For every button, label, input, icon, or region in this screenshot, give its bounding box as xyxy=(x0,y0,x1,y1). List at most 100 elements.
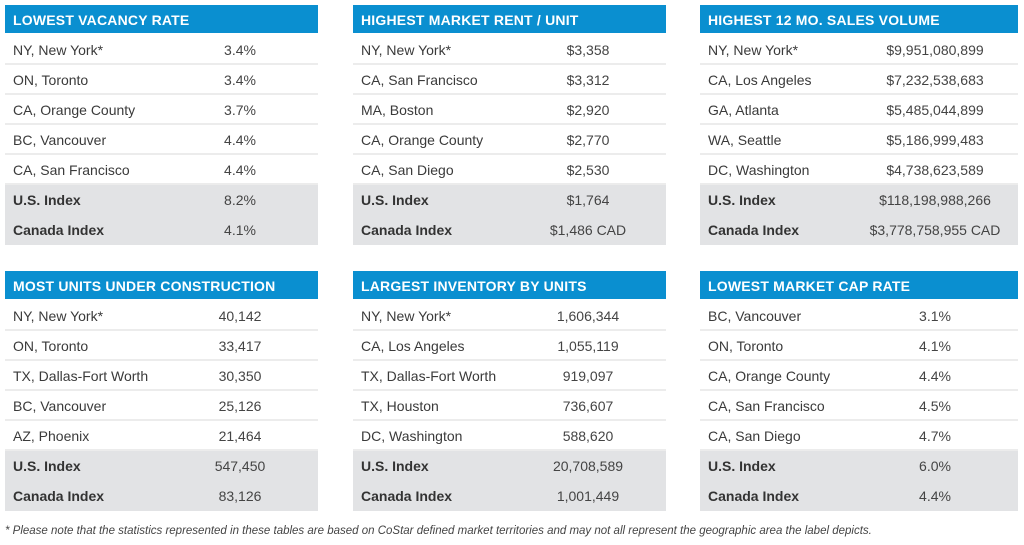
market-label: NY, New York* xyxy=(361,42,452,58)
market-value: 4.5% xyxy=(919,398,951,414)
index-value: 8.2% xyxy=(224,192,256,208)
panel-lowest-vacancy-rate: LOWEST VACANCY RATE NY, New York* 3.4% ON, … xyxy=(5,5,318,245)
index-label: Canada Index xyxy=(13,488,105,504)
panel-title: HIGHEST MARKET RENT / UNIT xyxy=(353,5,666,33)
footnote: * Please note that the statistics repres… xyxy=(5,525,872,537)
market-value: 736,607 xyxy=(562,398,614,414)
market-label: MA, Boston xyxy=(361,102,434,118)
panel-title: HIGHEST 12 MO. SALES VOLUME xyxy=(700,5,1018,33)
panel-largest-inventory: LARGEST INVENTORY BY UNITS NY, New York* 1… xyxy=(353,271,666,511)
table-row: NY, New York* 40,142 xyxy=(5,301,318,331)
index-label: U.S. Index xyxy=(361,458,429,474)
table-row: NY, New York* $3,358 xyxy=(353,35,666,65)
index-label: Canada Index xyxy=(361,222,453,238)
index-value: 4.4% xyxy=(919,488,951,504)
market-label: NY, New York* xyxy=(13,308,104,324)
table-row: CA, San Francisco 4.5% xyxy=(700,391,1018,421)
market-label: BC, Vancouver xyxy=(13,398,107,414)
market-label: ON, Toronto xyxy=(13,72,89,88)
market-value: 4.4% xyxy=(224,132,256,148)
panel-highest-sales-volume: HIGHEST 12 MO. SALES VOLUME NY, New York*… xyxy=(700,5,1018,245)
table-row: ON, Toronto 3.4% xyxy=(5,65,318,95)
table-row: CA, San Francisco $3,312 xyxy=(353,65,666,95)
index-value: 547,450 xyxy=(214,458,266,474)
market-label: CA, Orange County xyxy=(708,368,831,384)
market-label: AZ, Phoenix xyxy=(13,428,90,444)
market-label: GA, Atlanta xyxy=(708,102,779,118)
table-row: CA, San Francisco 4.4% xyxy=(5,155,318,185)
index-label: Canada Index xyxy=(708,222,800,238)
index-value: 1,001,449 xyxy=(556,488,620,504)
market-label: DC, Washington xyxy=(361,428,463,444)
market-label: BC, Vancouver xyxy=(13,132,107,148)
index-label: Canada Index xyxy=(13,222,105,238)
table-row: NY, New York* $9,951,080,899 xyxy=(700,35,1018,65)
market-label: ON, Toronto xyxy=(13,338,89,354)
market-value: 40,142 xyxy=(218,308,262,324)
table-row: BC, Vancouver 4.4% xyxy=(5,125,318,155)
market-label: CA, San Diego xyxy=(361,162,454,178)
market-label: TX, Houston xyxy=(361,398,439,414)
table-row: MA, Boston $2,920 xyxy=(353,95,666,125)
market-label: CA, San Diego xyxy=(708,428,801,444)
market-value: $5,186,999,483 xyxy=(886,132,984,148)
market-value: 4.4% xyxy=(224,162,256,178)
table-row: CA, Orange County 3.7% xyxy=(5,95,318,125)
market-value: 3.1% xyxy=(919,308,951,324)
index-label: Canada Index xyxy=(361,488,453,504)
market-value: 4.4% xyxy=(919,368,951,384)
table-row: BC, Vancouver 3.1% xyxy=(700,301,1018,331)
index-value: 6.0% xyxy=(919,458,951,474)
index-label: U.S. Index xyxy=(13,192,81,208)
market-label: NY, New York* xyxy=(13,42,104,58)
market-value: 25,126 xyxy=(218,398,262,414)
index-value: $118,198,988,266 xyxy=(879,192,991,208)
index-row: Canada Index 83,126 xyxy=(5,481,318,511)
index-row: U.S. Index 20,708,589 xyxy=(353,451,666,481)
panel-lowest-cap-rate: LOWEST MARKET CAP RATE BC, Vancouver 3.1% O… xyxy=(700,271,1018,511)
market-value: $3,312 xyxy=(566,72,610,88)
index-label: Canada Index xyxy=(708,488,800,504)
panel-most-units-under-construction: MOST UNITS UNDER CONSTRUCTION NY, New Yor… xyxy=(5,271,318,511)
index-value: $1,764 xyxy=(566,192,610,208)
market-label: BC, Vancouver xyxy=(708,308,802,324)
index-value: 20,708,589 xyxy=(552,458,624,474)
market-label: CA, Los Angeles xyxy=(708,72,812,88)
table-row: CA, Orange County $2,770 xyxy=(353,125,666,155)
market-label: ON, Toronto xyxy=(708,338,784,354)
index-label: U.S. Index xyxy=(708,192,776,208)
table-row: ON, Toronto 33,417 xyxy=(5,331,318,361)
table-row: TX, Dallas-Fort Worth 919,097 xyxy=(353,361,666,391)
table-row: WA, Seattle $5,186,999,483 xyxy=(700,125,1018,155)
index-row: U.S. Index 6.0% xyxy=(700,451,1018,481)
market-value: $5,485,044,899 xyxy=(886,102,984,118)
index-label: U.S. Index xyxy=(361,192,429,208)
market-value: 3.4% xyxy=(224,42,256,58)
index-row: U.S. Index 8.2% xyxy=(5,185,318,215)
market-label: CA, Orange County xyxy=(361,132,484,148)
table-row: DC, Washington 588,620 xyxy=(353,421,666,451)
panel-highest-market-rent: HIGHEST MARKET RENT / UNIT NY, New York* $… xyxy=(353,5,666,245)
market-value: $3,358 xyxy=(566,42,610,58)
table-row: CA, Los Angeles $7,232,538,683 xyxy=(700,65,1018,95)
index-row: Canada Index $1,486 CAD xyxy=(353,215,666,245)
table-row: ON, Toronto 4.1% xyxy=(700,331,1018,361)
index-row: U.S. Index $118,198,988,266 xyxy=(700,185,1018,215)
market-value: 919,097 xyxy=(562,368,614,384)
market-label: WA, Seattle xyxy=(708,132,782,148)
market-label: CA, San Francisco xyxy=(361,72,478,88)
index-value: $1,486 CAD xyxy=(549,222,627,238)
market-label: TX, Dallas-Fort Worth xyxy=(361,368,497,384)
table-row: CA, Los Angeles 1,055,119 xyxy=(353,331,666,361)
market-value: 3.4% xyxy=(224,72,256,88)
table-row: GA, Atlanta $5,485,044,899 xyxy=(700,95,1018,125)
table-row: CA, San Diego 4.7% xyxy=(700,421,1018,451)
index-row: U.S. Index $1,764 xyxy=(353,185,666,215)
table-body: NY, New York* 1,606,344 CA, Los Angeles 1,0… xyxy=(353,301,666,511)
panel-title: LOWEST MARKET CAP RATE xyxy=(700,271,1018,299)
panel-title: LARGEST INVENTORY BY UNITS xyxy=(353,271,666,299)
market-value: 4.1% xyxy=(919,338,951,354)
market-label: TX, Dallas-Fort Worth xyxy=(13,368,149,384)
table-body: BC, Vancouver 3.1% ON, Toronto 4.1% CA, Oran… xyxy=(700,301,1018,511)
market-value: $4,738,623,589 xyxy=(886,162,984,178)
